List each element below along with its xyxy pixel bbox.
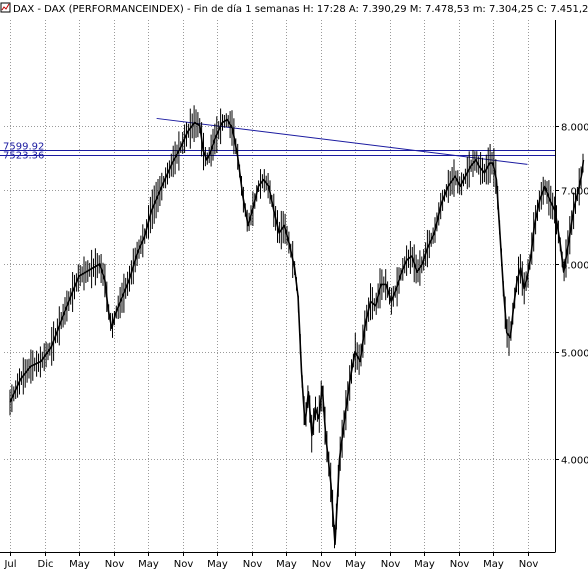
x-tick-label: May: [69, 559, 90, 570]
x-tick-label: Nov: [381, 559, 401, 570]
x-tick-label: Nov: [519, 559, 539, 570]
x-tick-label: May: [345, 559, 366, 570]
x-tick-label: May: [414, 559, 435, 570]
x-tick-label: May: [207, 559, 228, 570]
level-label: 7523.36: [3, 151, 44, 162]
x-tick-label: Dic: [38, 559, 54, 570]
x-tick-label: May: [276, 559, 297, 570]
y-tick-label: 6.000: [561, 261, 588, 272]
chart-title: DAX - DAX (PERFORMANCEINDEX) - Fin de dí…: [13, 3, 588, 15]
x-tick-label: May: [138, 559, 159, 570]
y-tick-label: 5.000: [561, 349, 588, 360]
x-tick-label: Nov: [450, 559, 470, 570]
x-tick-label: Nov: [174, 559, 194, 570]
x-tick-label: Nov: [105, 559, 125, 570]
trendline: [156, 117, 528, 165]
y-axis-ticks: 4.000 5.000 6.000 7.000 8.000: [555, 123, 588, 467]
price-series: [9, 105, 585, 549]
chart-header: DAX - DAX (PERFORMANCEINDEX) - Fin de dí…: [0, 2, 588, 15]
x-tick-label: Jul: [3, 559, 16, 570]
y-tick-label: 8.000: [561, 123, 588, 134]
gridlines: [4, 20, 555, 552]
y-tick-label: 4.000: [561, 456, 588, 467]
x-tick-label: Nov: [243, 559, 263, 570]
y-tick-label: 7.000: [561, 187, 588, 198]
x-tick-label: Nov: [312, 559, 332, 570]
price-line: [9, 118, 585, 546]
level-label: 7599.92: [3, 142, 44, 153]
chart-icon: [0, 2, 11, 13]
x-axis-ticks: Jul Dic May Nov May Nov May Nov May Nov May Nov May N…: [3, 552, 538, 570]
trendline-segment: [156, 117, 528, 165]
x-tick-label: May: [483, 559, 504, 570]
